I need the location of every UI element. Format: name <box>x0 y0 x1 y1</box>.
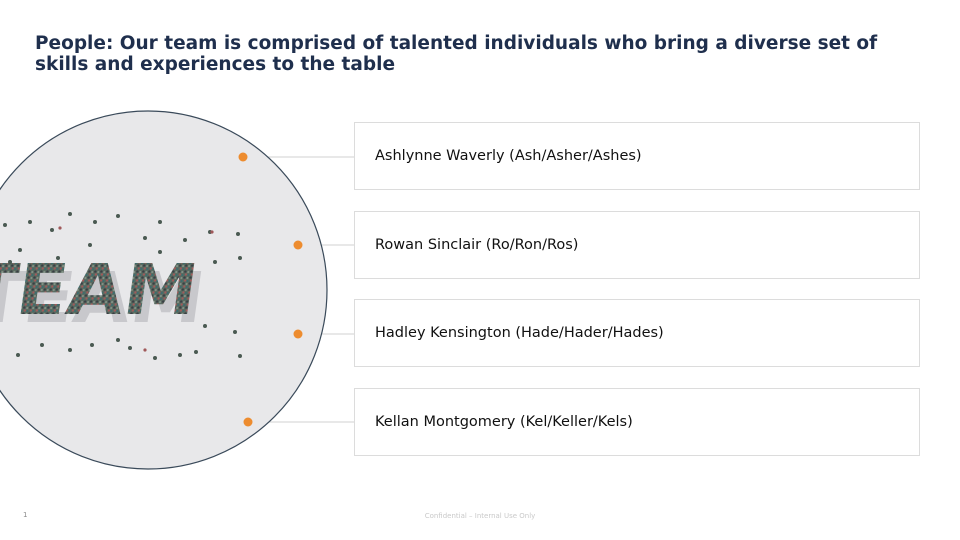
member-card-1: Ashlynne Waverly (Ash/Asher/Ashes) <box>354 122 920 190</box>
marker-dot <box>238 152 248 162</box>
member-card-3: Hadley Kensington (Hade/Hader/Hades) <box>354 299 920 367</box>
marker-dot <box>293 329 303 339</box>
member-card-2: Rowan Sinclair (Ro/Ron/Ros) <box>354 211 920 279</box>
member-name: Kellan Montgomery (Kel/Keller/Kels) <box>375 414 633 430</box>
marker-dot <box>293 240 303 250</box>
member-card-4: Kellan Montgomery (Kel/Keller/Kels) <box>354 388 920 456</box>
team-lettering-shadow: TEAM <box>0 257 210 339</box>
marker-dot <box>243 417 253 427</box>
team-circle <box>0 110 328 470</box>
slide-title: People: Our team is comprised of talente… <box>35 33 878 75</box>
member-name: Rowan Sinclair (Ro/Ron/Ros) <box>375 237 579 253</box>
team-lettering: TEAM <box>0 249 203 331</box>
member-name: Hadley Kensington (Hade/Hader/Hades) <box>375 325 664 341</box>
page-number: 1 <box>23 511 28 519</box>
confidential-label: Confidential – Internal Use Only <box>424 512 536 520</box>
member-name: Ashlynne Waverly (Ash/Asher/Ashes) <box>375 148 642 164</box>
